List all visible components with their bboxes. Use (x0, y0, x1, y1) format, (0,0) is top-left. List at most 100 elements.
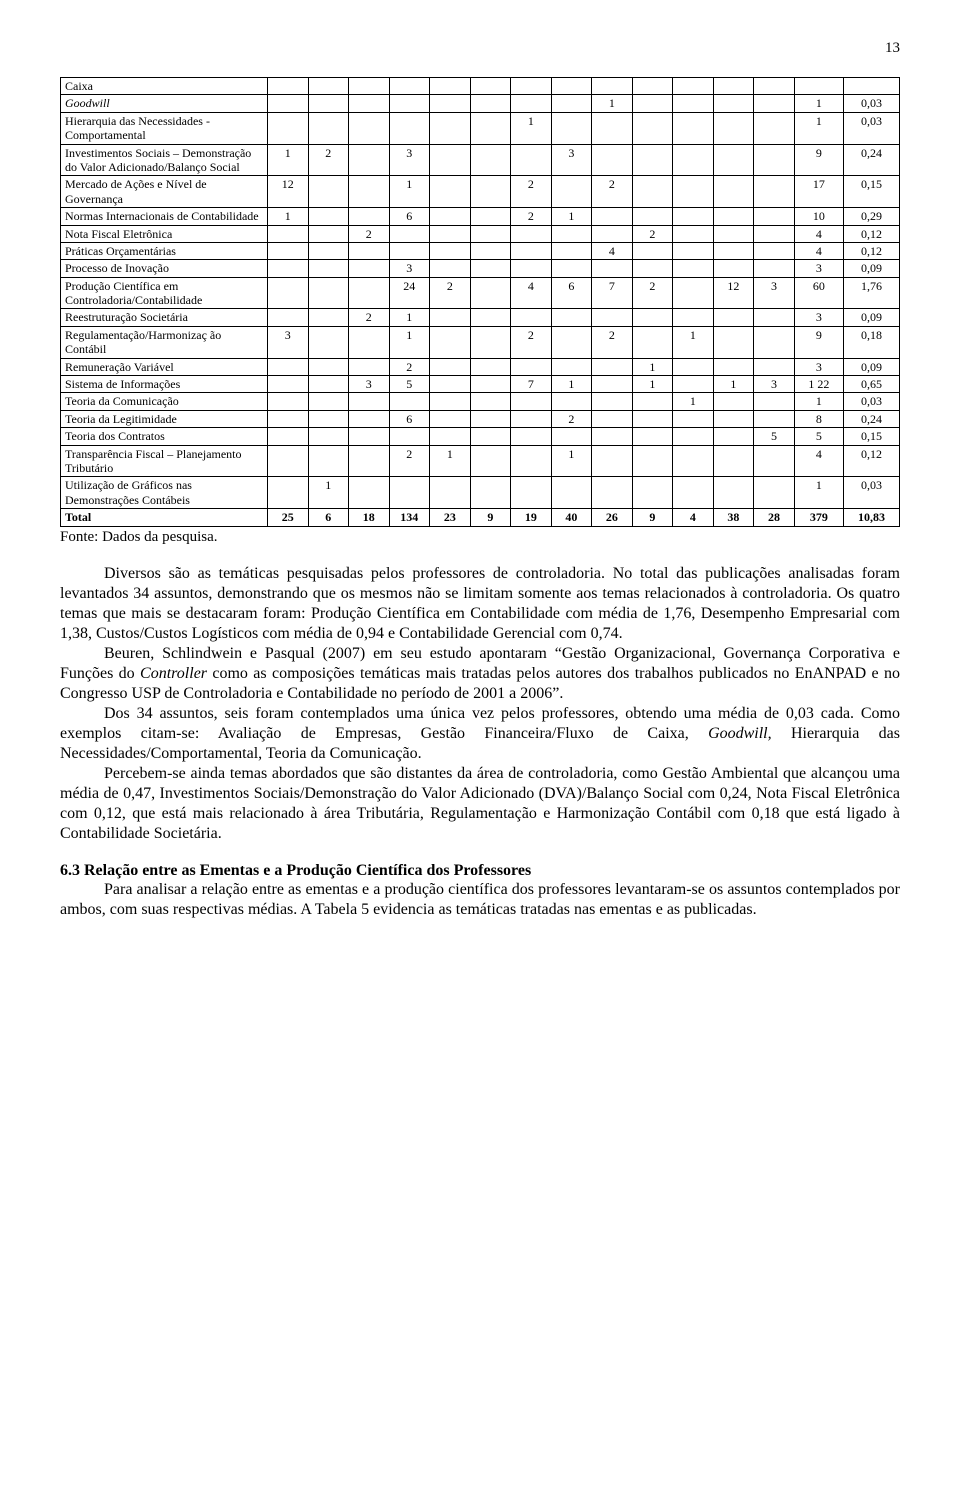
cell (389, 112, 430, 144)
cell: 10,83 (843, 509, 899, 526)
cell (308, 358, 349, 375)
cell: 1 (632, 358, 673, 375)
cell (349, 260, 390, 277)
cell (754, 112, 795, 144)
cell (349, 176, 390, 208)
cell (632, 326, 673, 358)
cell (754, 144, 795, 176)
cell (470, 326, 511, 358)
cell (470, 393, 511, 410)
cell (349, 410, 390, 427)
cell (592, 428, 633, 445)
cell (511, 225, 552, 242)
cell (470, 260, 511, 277)
cell (592, 358, 633, 375)
cell (511, 428, 552, 445)
cell (632, 477, 673, 509)
cell (713, 112, 754, 144)
cell (268, 277, 309, 309)
cell (713, 144, 754, 176)
cell: 2 (389, 445, 430, 477)
cell (470, 78, 511, 95)
cell: 1 (794, 393, 843, 410)
cell: 1 (551, 376, 592, 393)
row-label: Teoria dos Contratos (61, 428, 268, 445)
cell (754, 242, 795, 259)
cell (308, 260, 349, 277)
cell (511, 393, 552, 410)
cell (308, 428, 349, 445)
cell: 0,03 (843, 95, 899, 112)
cell: 2 (632, 277, 673, 309)
cell: 8 (794, 410, 843, 427)
cell (673, 95, 714, 112)
cell (713, 242, 754, 259)
cell: 1 (268, 144, 309, 176)
cell: 0,24 (843, 144, 899, 176)
cell: 2 (511, 208, 552, 225)
table-row: Goodwill110,03 (61, 95, 900, 112)
page-number: 13 (60, 40, 900, 57)
cell (713, 225, 754, 242)
table-row: Mercado de Ações e Nível de Governança12… (61, 176, 900, 208)
table-row: Investimentos Sociais – Demonstração do … (61, 144, 900, 176)
cell (268, 410, 309, 427)
cell: 6 (389, 208, 430, 225)
row-label: Teoria da Legitimidade (61, 410, 268, 427)
cell: 0,15 (843, 176, 899, 208)
cell: 2 (511, 176, 552, 208)
cell (470, 144, 511, 176)
cell (389, 428, 430, 445)
cell (430, 393, 471, 410)
cell: 4 (794, 445, 843, 477)
cell: 0,03 (843, 477, 899, 509)
cell (511, 445, 552, 477)
cell (713, 176, 754, 208)
cell (592, 225, 633, 242)
cell (754, 445, 795, 477)
table-row: Regulamentação/Harmonizaç ão Contábil312… (61, 326, 900, 358)
cell (551, 176, 592, 208)
cell: 0,12 (843, 242, 899, 259)
cell: 3 (754, 277, 795, 309)
cell: 18 (349, 509, 390, 526)
cell: 24 (389, 277, 430, 309)
table-row: Teoria da Legitimidade6280,24 (61, 410, 900, 427)
table-row: Nota Fiscal Eletrônica2240,12 (61, 225, 900, 242)
cell: 10 (794, 208, 843, 225)
cell: 12 (713, 277, 754, 309)
row-label: Nota Fiscal Eletrônica (61, 225, 268, 242)
cell (713, 78, 754, 95)
cell (430, 428, 471, 445)
cell (551, 95, 592, 112)
row-label: Normas Internacionais de Contabilidade (61, 208, 268, 225)
cell (551, 78, 592, 95)
cell: 1 (389, 326, 430, 358)
cell (470, 242, 511, 259)
cell (843, 78, 899, 95)
cell: 379 (794, 509, 843, 526)
cell (511, 410, 552, 427)
cell: 9 (794, 144, 843, 176)
cell: 2 (632, 225, 673, 242)
cell (673, 260, 714, 277)
cell: 3 (389, 144, 430, 176)
cell: 2 (349, 309, 390, 326)
cell (349, 358, 390, 375)
cell (673, 225, 714, 242)
cell: 3 (349, 376, 390, 393)
cell (308, 112, 349, 144)
table-row: Caixa (61, 78, 900, 95)
cell (430, 208, 471, 225)
cell (632, 144, 673, 176)
cell (713, 326, 754, 358)
cell (632, 445, 673, 477)
paragraph-1: Diversos são as temáticas pesquisadas pe… (60, 564, 900, 644)
cell (754, 208, 795, 225)
cell: 3 (794, 309, 843, 326)
table-row: Reestruturação Societária2130,09 (61, 309, 900, 326)
cell (268, 95, 309, 112)
table-row: Hierarquia das Necessidades - Comportame… (61, 112, 900, 144)
cell (349, 208, 390, 225)
cell (754, 358, 795, 375)
